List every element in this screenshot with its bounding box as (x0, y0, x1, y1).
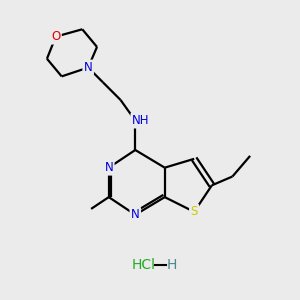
Text: S: S (190, 205, 198, 218)
Text: N: N (84, 61, 92, 74)
Text: O: O (51, 30, 60, 43)
Text: H: H (167, 258, 177, 272)
Text: NH: NH (132, 114, 149, 127)
Text: N: N (104, 161, 113, 174)
Text: HCl: HCl (132, 258, 156, 272)
Text: N: N (131, 208, 140, 221)
